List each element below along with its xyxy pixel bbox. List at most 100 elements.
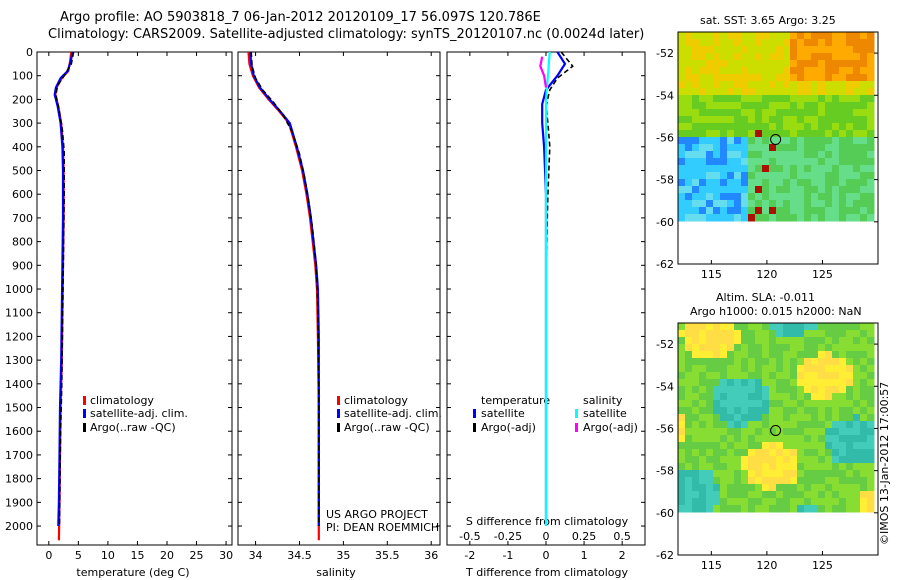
map-cell <box>776 193 784 201</box>
xtick-label: -1 <box>502 549 513 562</box>
map-cell <box>734 158 742 166</box>
map-cell <box>804 456 812 464</box>
map-cell <box>727 449 735 457</box>
map-cell <box>825 470 833 478</box>
map-cell <box>867 60 875 68</box>
map-cell <box>832 470 840 478</box>
map-cell <box>678 214 686 222</box>
temperature-xlabel: temperature (deg C) <box>76 566 189 579</box>
map-cell <box>818 102 826 110</box>
map-cell <box>699 344 707 352</box>
map-cell <box>699 102 707 110</box>
map-cell <box>734 165 742 173</box>
map-cell <box>776 144 784 152</box>
map-cell <box>720 130 728 138</box>
map-cell <box>713 95 721 103</box>
map-cell <box>678 67 686 75</box>
map-cell <box>867 323 875 331</box>
map-cell <box>867 95 875 103</box>
map-cell <box>720 393 728 401</box>
map-cell <box>685 151 693 159</box>
map-cell <box>685 449 693 457</box>
map-cell <box>762 158 770 166</box>
map-cell <box>755 186 763 194</box>
map-cell <box>825 186 833 194</box>
map-ytick-label: -56 <box>656 422 674 435</box>
map-cell <box>720 165 728 173</box>
map-cell <box>776 88 784 96</box>
map-cell <box>734 456 742 464</box>
salinity-legend-satellite: satellite-adj. clim. <box>344 407 442 420</box>
map-cell <box>748 449 756 457</box>
map-cell <box>860 428 868 436</box>
map-cell <box>818 351 826 359</box>
map-cell <box>755 386 763 394</box>
map-ytick-label: -54 <box>656 89 674 102</box>
map-cell <box>755 505 763 513</box>
map-cell <box>727 137 735 145</box>
map-cell <box>811 46 819 54</box>
map-cell <box>678 484 686 492</box>
map-cell <box>776 207 784 215</box>
map-cell <box>776 32 784 40</box>
temperature-legend: climatology satellite-adj. clim. Argo(..… <box>90 394 188 434</box>
map-cell <box>713 365 721 373</box>
map-cell <box>678 421 686 429</box>
map-cell <box>734 379 742 387</box>
map-cell <box>678 400 686 408</box>
map-cell <box>755 358 763 366</box>
map-cell <box>790 470 798 478</box>
map-cell <box>734 344 742 352</box>
xtick-label: 35 <box>336 549 350 562</box>
map-cell <box>748 379 756 387</box>
map-cell <box>853 186 861 194</box>
map-cell <box>755 484 763 492</box>
map-cell <box>734 179 742 187</box>
map-cell <box>776 365 784 373</box>
map-cell <box>678 158 686 166</box>
map-cell <box>783 421 791 429</box>
map-cell <box>776 130 784 138</box>
map-cell <box>727 372 735 380</box>
map-cell <box>762 491 770 499</box>
map-cell <box>741 53 749 61</box>
map-cell <box>685 193 693 201</box>
map-cell <box>818 32 826 40</box>
map-cell <box>699 463 707 471</box>
map-cell <box>720 498 728 506</box>
map-cell <box>769 337 777 345</box>
map-cell <box>685 344 693 352</box>
map-cell <box>720 330 728 338</box>
map-cell <box>776 498 784 506</box>
map-cell <box>832 81 840 89</box>
map-cell <box>825 144 833 152</box>
map-cell <box>797 81 805 89</box>
map-cell <box>790 81 798 89</box>
map-cell <box>783 407 791 415</box>
map-cell <box>790 330 798 338</box>
map-cell <box>797 456 805 464</box>
map-cell <box>727 456 735 464</box>
map-cell <box>825 414 833 422</box>
map-cell <box>776 505 784 513</box>
map-cell <box>755 137 763 145</box>
ytick-label: 400 <box>12 141 33 154</box>
map-cell <box>748 172 756 180</box>
map-cell <box>741 379 749 387</box>
pi-annotation: PI: DEAN ROEMMICH <box>326 521 439 534</box>
map-cell <box>825 456 833 464</box>
map-cell <box>867 407 875 415</box>
map-cell <box>867 505 875 513</box>
map-cell <box>797 337 805 345</box>
map-cell <box>748 186 756 194</box>
salinity-legend: climatology satellite-adj. clim. Argo(..… <box>344 394 442 434</box>
map-cell <box>699 323 707 331</box>
map-cell <box>867 491 875 499</box>
map-cell <box>741 491 749 499</box>
map-cell <box>867 186 875 194</box>
map-cell <box>797 484 805 492</box>
map-cell <box>741 505 749 513</box>
map-cell <box>685 74 693 82</box>
map-cell <box>853 407 861 415</box>
ytick-label: 1000 <box>5 283 33 296</box>
